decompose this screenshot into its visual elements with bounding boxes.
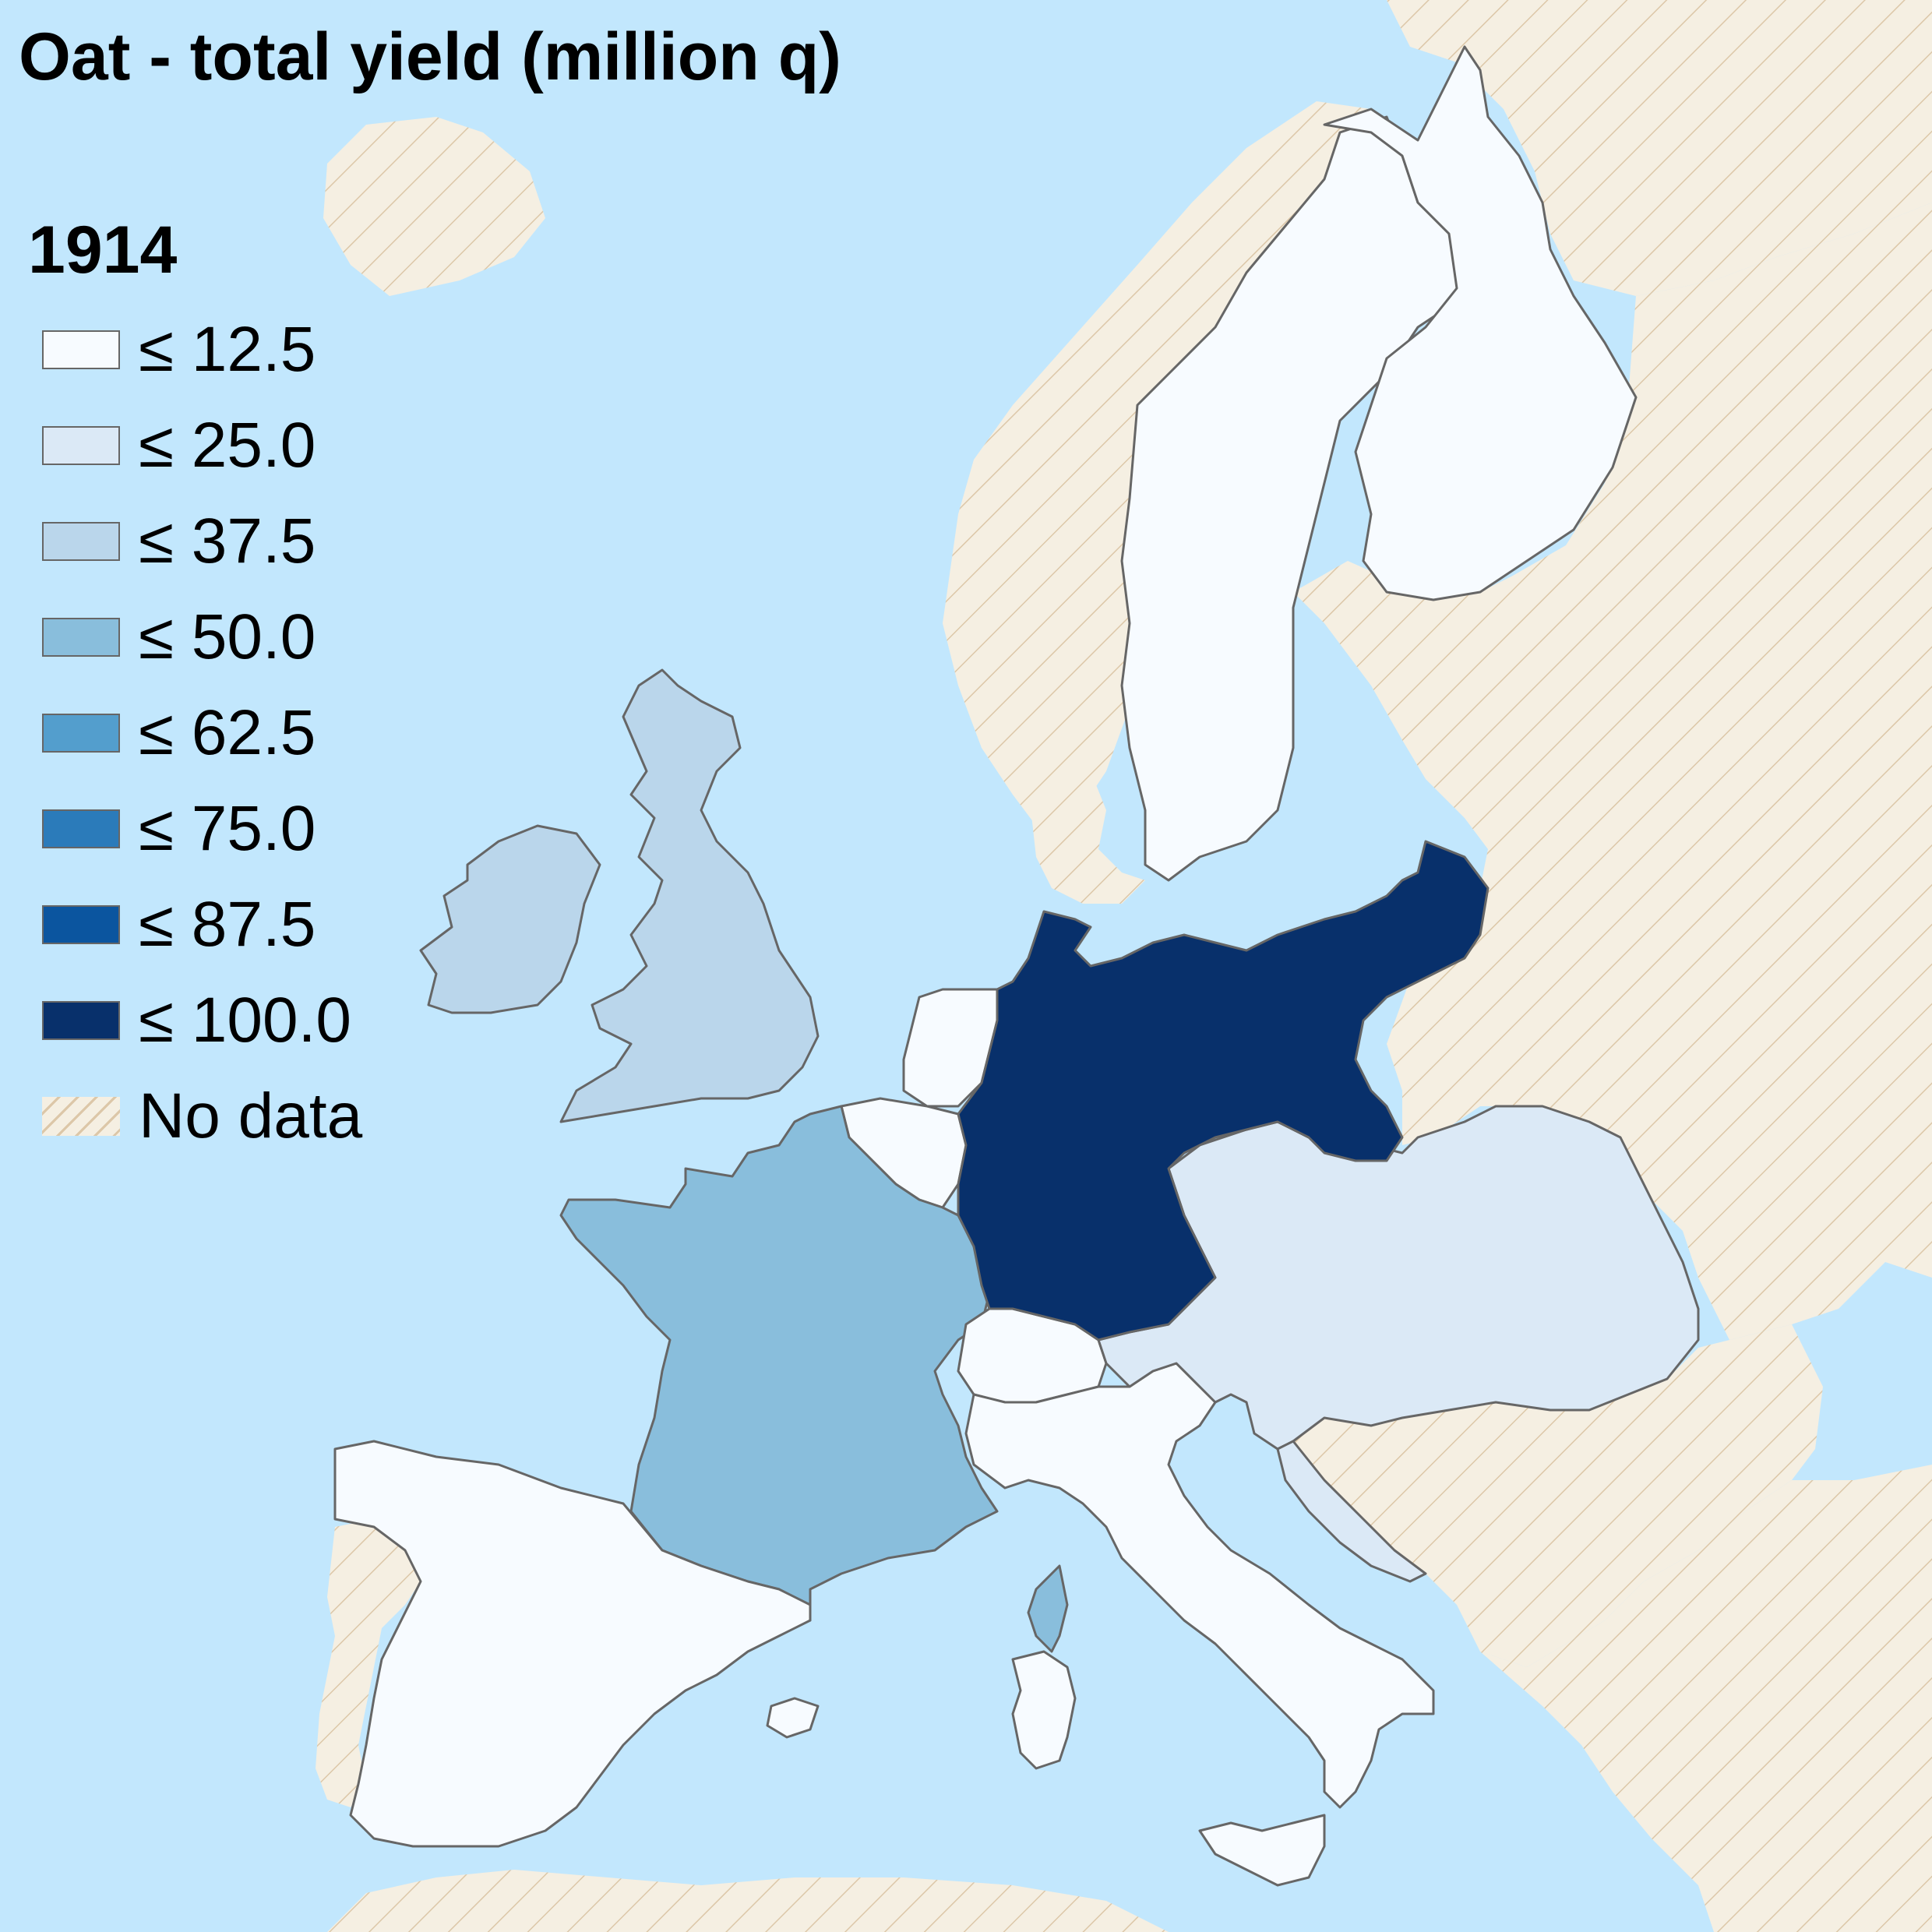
german-empire-region xyxy=(957,840,1490,1341)
legend-label: ≤ 87.5 xyxy=(139,889,316,960)
legend-label: ≤ 50.0 xyxy=(139,601,316,672)
legend-label: ≤ 75.0 xyxy=(139,793,316,864)
balearic-islands-region xyxy=(766,1697,820,1739)
norway-no-data xyxy=(943,101,1379,826)
legend-swatch xyxy=(42,426,120,465)
map-title: Oat - total yield (million q) xyxy=(19,19,841,94)
country-shapes xyxy=(333,45,1700,1887)
ireland-region xyxy=(419,824,601,1014)
legend-label: ≤ 25.0 xyxy=(139,410,316,481)
legend-swatch xyxy=(42,809,120,848)
legend-swatch xyxy=(42,618,120,657)
legend-swatch xyxy=(42,905,120,944)
legend-label-no-data: No data xyxy=(139,1081,363,1151)
legend-label: ≤ 37.5 xyxy=(139,506,316,576)
legend-swatch xyxy=(42,1001,120,1040)
legend-label: ≤ 62.5 xyxy=(139,697,316,768)
balkans-no-data xyxy=(1293,1324,1823,1667)
legend-swatch xyxy=(42,714,120,753)
russian-empire-no-data xyxy=(1293,203,1932,1340)
legend-label: ≤ 100.0 xyxy=(139,985,351,1056)
north-russia-no-data xyxy=(1387,0,1932,296)
sicily-region xyxy=(1198,1814,1326,1887)
iceland-no-data xyxy=(323,117,545,296)
united-kingdom-region xyxy=(559,668,820,1123)
sardinia-region xyxy=(1011,1650,1077,1770)
dalmatia-region xyxy=(1276,1440,1427,1583)
sweden-region xyxy=(1120,115,1466,882)
legend-label: ≤ 12.5 xyxy=(139,314,316,385)
finland-region xyxy=(1323,45,1638,601)
denmark-no-data xyxy=(1028,763,1145,904)
no-data-land xyxy=(316,0,1932,1932)
greece-no-data xyxy=(1480,1465,1932,1932)
corsica-region xyxy=(1027,1564,1069,1653)
north-africa-no-data xyxy=(327,1870,1169,1932)
portugal-no-data xyxy=(316,1519,421,1807)
legend-swatch xyxy=(42,522,120,561)
map-year: 1914 xyxy=(28,213,178,287)
spain-region xyxy=(333,1440,812,1848)
legend-swatch-no-data xyxy=(42,1097,120,1136)
legend-swatch xyxy=(42,330,120,369)
